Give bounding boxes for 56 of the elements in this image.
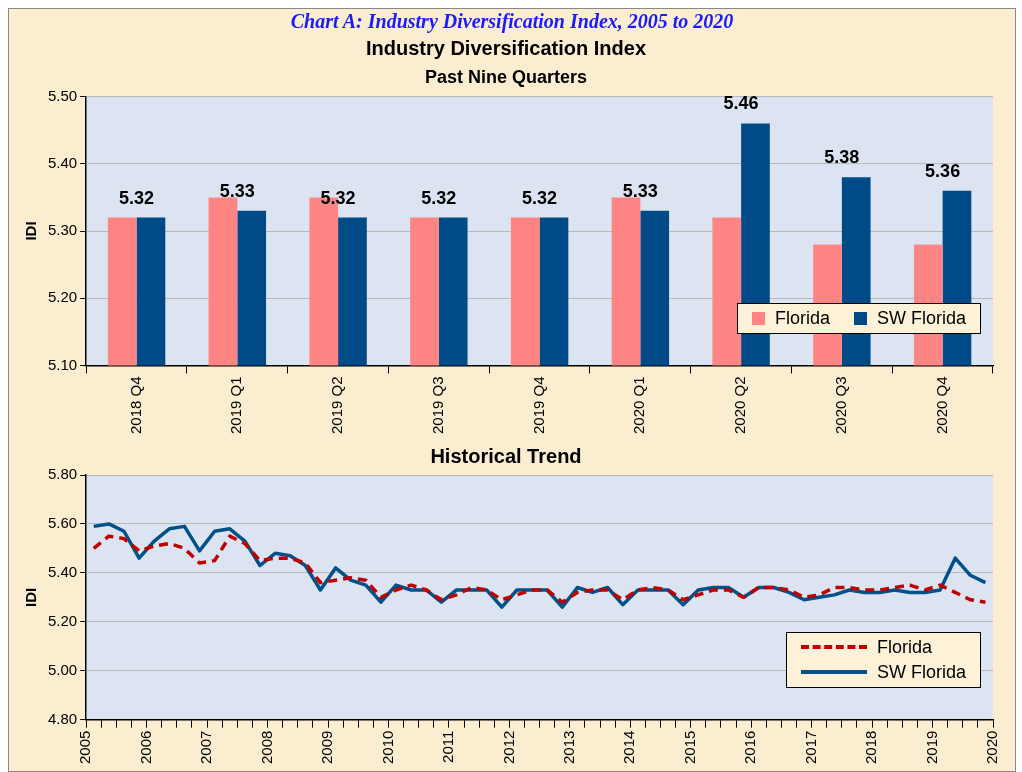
- chart-title: Industry Diversification Index: [365, 36, 647, 59]
- x-tick-label: 2007: [197, 730, 215, 765]
- legend-label: Florida: [876, 636, 933, 658]
- x-tick-label: 2019 Q3: [428, 376, 446, 434]
- legend-label: SW Florida: [876, 661, 966, 683]
- x-tick-label: 2005: [76, 730, 94, 765]
- x-tick-label: 2020 Q4: [932, 376, 950, 434]
- y-tick-label: 5.00: [47, 660, 78, 678]
- x-tick-label: 2019: [922, 730, 940, 765]
- legend-label: SW Florida: [876, 308, 966, 330]
- legend-label: Florida: [774, 308, 830, 330]
- x-tick-label: 2011: [439, 730, 457, 763]
- y-tick-label: 5.30: [47, 221, 78, 239]
- x-tick-label: 2015: [680, 730, 698, 765]
- y-tick-label: 5.40: [47, 153, 78, 171]
- text: Chart A: Industry Diversification Index, 2005 to 2020: [289, 9, 735, 33]
- data-label: 5.38: [824, 147, 860, 168]
- x-tick-label: 2013: [559, 730, 577, 765]
- data-label: 5.33: [622, 180, 658, 201]
- x-tick-label: 2017: [801, 730, 819, 765]
- data-label: 5.32: [421, 187, 457, 208]
- line-series: [92, 534, 988, 604]
- x-tick-label: 2020 Q1: [630, 376, 648, 434]
- x-tick-label: 2018 Q4: [126, 376, 144, 434]
- data-label: 5.46: [723, 93, 759, 114]
- data-label: 5.36: [925, 160, 961, 181]
- x-tick-label: 2012: [499, 730, 517, 765]
- y-tick-label: 5.80: [47, 465, 78, 483]
- x-tick-label: 2019 Q1: [227, 376, 245, 434]
- x-tick-label: 2019 Q2: [328, 376, 346, 434]
- x-tick-label: 2016: [741, 730, 759, 765]
- chart-subtitle: Past Nine Quarters: [424, 66, 588, 87]
- y-tick-label: 5.40: [47, 562, 78, 580]
- x-tick-label: 2020: [983, 730, 1001, 765]
- data-label: 5.32: [320, 187, 356, 208]
- y-tick-label: 5.60: [47, 514, 78, 532]
- y-axis-title: IDI: [22, 587, 40, 607]
- x-tick-label: 2020 Q3: [832, 376, 850, 434]
- x-tick-label: 2010: [378, 730, 396, 765]
- x-tick-label: 2009: [318, 730, 336, 765]
- y-tick-label: 5.20: [47, 288, 78, 306]
- x-tick-label: 2019 Q4: [529, 376, 547, 434]
- y-axis-title: IDI: [22, 221, 40, 241]
- chart-title: Historical Trend: [430, 444, 582, 467]
- x-tick-label: 2008: [257, 730, 275, 765]
- x-tick-label: 2014: [620, 730, 638, 765]
- x-tick-label: 2006: [136, 730, 154, 765]
- y-tick-label: 5.20: [47, 611, 78, 629]
- y-tick-label: 5.50: [47, 86, 78, 104]
- y-tick-label: 4.80: [47, 709, 78, 727]
- data-label: 5.32: [119, 187, 155, 208]
- x-tick-label: 2020 Q2: [731, 376, 749, 434]
- data-label: 5.33: [219, 180, 255, 201]
- data-label: 5.32: [522, 187, 558, 208]
- y-tick-label: 5.10: [47, 355, 78, 373]
- x-tick-label: 2018: [862, 730, 880, 765]
